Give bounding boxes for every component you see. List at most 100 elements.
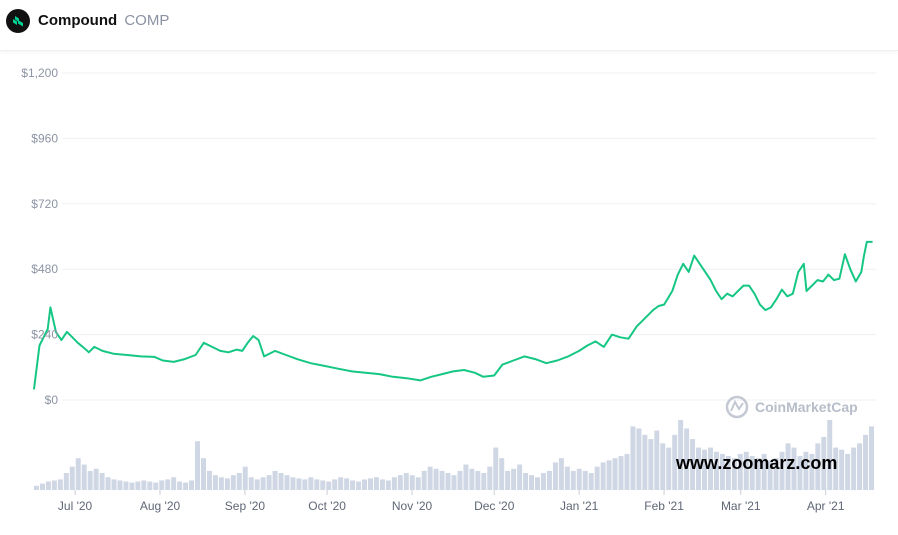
price-point xyxy=(285,354,287,356)
price-point xyxy=(866,241,868,243)
price-point xyxy=(93,346,95,348)
volume-bar xyxy=(99,473,105,490)
price-point xyxy=(578,350,580,352)
price-point xyxy=(786,295,788,298)
volume-bar xyxy=(230,475,236,490)
volume-bar xyxy=(815,443,821,490)
volume-bar xyxy=(678,420,684,490)
volume-bar xyxy=(302,479,308,490)
price-point xyxy=(797,271,799,273)
price-point xyxy=(263,355,265,357)
price-point xyxy=(419,379,421,381)
price-point xyxy=(731,295,734,298)
price-point xyxy=(671,290,673,292)
volume-bar xyxy=(582,470,588,490)
price-point xyxy=(112,353,115,355)
price-point xyxy=(792,293,794,295)
x-tick-label: Oct '20 xyxy=(308,499,346,513)
volume-bar xyxy=(463,464,469,490)
price-point xyxy=(195,354,197,356)
price-point xyxy=(871,241,873,243)
volume-bar xyxy=(278,473,284,490)
volume-bar xyxy=(588,473,594,490)
volume-bar xyxy=(439,470,445,490)
volume-bar xyxy=(803,451,809,490)
price-point xyxy=(688,271,690,273)
volume-bar xyxy=(135,481,141,490)
y-tick-label: $1,200 xyxy=(21,66,58,80)
volume-bar xyxy=(857,443,863,490)
price-point xyxy=(501,363,504,366)
price-point xyxy=(227,351,230,353)
price-point xyxy=(805,290,808,292)
volume-bar xyxy=(660,443,666,490)
price-point xyxy=(748,284,750,287)
price-point xyxy=(162,359,164,362)
price-point xyxy=(663,304,665,306)
x-axis: Jul '20 Aug '20 Sep '20 Oct '20 Nov '20 Dec '… xyxy=(58,490,845,513)
coinmarketcap-watermark: CoinMarketCap xyxy=(725,395,858,419)
price-point xyxy=(753,293,756,295)
volume-bar xyxy=(505,470,511,490)
volume-bar xyxy=(785,443,791,490)
price-point xyxy=(636,325,638,328)
price-point xyxy=(627,338,630,340)
volume-bar xyxy=(34,485,39,490)
volume-bar xyxy=(851,447,857,490)
volume-bar xyxy=(558,458,564,490)
price-point xyxy=(534,358,536,360)
x-tick-label: Nov '20 xyxy=(392,499,433,513)
volume-bar xyxy=(869,426,874,490)
volume-bar xyxy=(373,477,379,490)
volume-bar xyxy=(636,428,642,490)
watermark-text: CoinMarketCap xyxy=(755,399,858,415)
volume-bar xyxy=(236,473,242,490)
volume-bar xyxy=(391,477,397,490)
volume-bar xyxy=(499,458,505,490)
volume-bar xyxy=(189,480,195,490)
volume-bar xyxy=(69,466,75,490)
coin-title: Compound COMP xyxy=(38,12,169,30)
price-point xyxy=(126,354,128,356)
volume-bar xyxy=(839,449,845,490)
volume-bar xyxy=(863,434,869,490)
volume-bar xyxy=(296,478,302,490)
volume-bar xyxy=(308,477,314,490)
volume-bar xyxy=(821,436,827,490)
price-point xyxy=(822,280,824,283)
price-point xyxy=(742,284,745,287)
volume-bar xyxy=(791,447,797,490)
volume-bar xyxy=(684,428,690,490)
volume-bar xyxy=(690,439,696,490)
volume-bar xyxy=(773,458,779,490)
volume-bar xyxy=(725,456,731,490)
price-point xyxy=(274,350,276,352)
volume-bar xyxy=(206,470,212,490)
volume-bar xyxy=(672,434,678,490)
price-point xyxy=(430,376,432,378)
price-point xyxy=(49,306,52,308)
volume-bar xyxy=(552,462,558,490)
volume-bar xyxy=(666,447,672,490)
price-point xyxy=(211,346,213,348)
volume-bar xyxy=(338,477,344,490)
volume-bar xyxy=(397,475,403,490)
volume-bar xyxy=(93,468,99,490)
volume-bar xyxy=(63,473,69,490)
price-point xyxy=(710,279,712,281)
x-tick-label: Mar '21 xyxy=(721,499,761,513)
y-tick-label: $480 xyxy=(31,262,58,276)
volume-bar xyxy=(224,478,230,490)
price-point xyxy=(652,309,654,311)
y-tick-label: $960 xyxy=(31,131,58,145)
price-point xyxy=(153,356,156,358)
volume-bar xyxy=(123,481,129,490)
volume-bar xyxy=(529,475,535,490)
price-point xyxy=(38,344,41,347)
price-point xyxy=(827,274,830,276)
price-point xyxy=(33,388,35,390)
x-tick-label: Sep '20 xyxy=(225,499,266,513)
volume-bar xyxy=(87,470,93,490)
x-tick-label: Dec '20 xyxy=(474,499,515,513)
